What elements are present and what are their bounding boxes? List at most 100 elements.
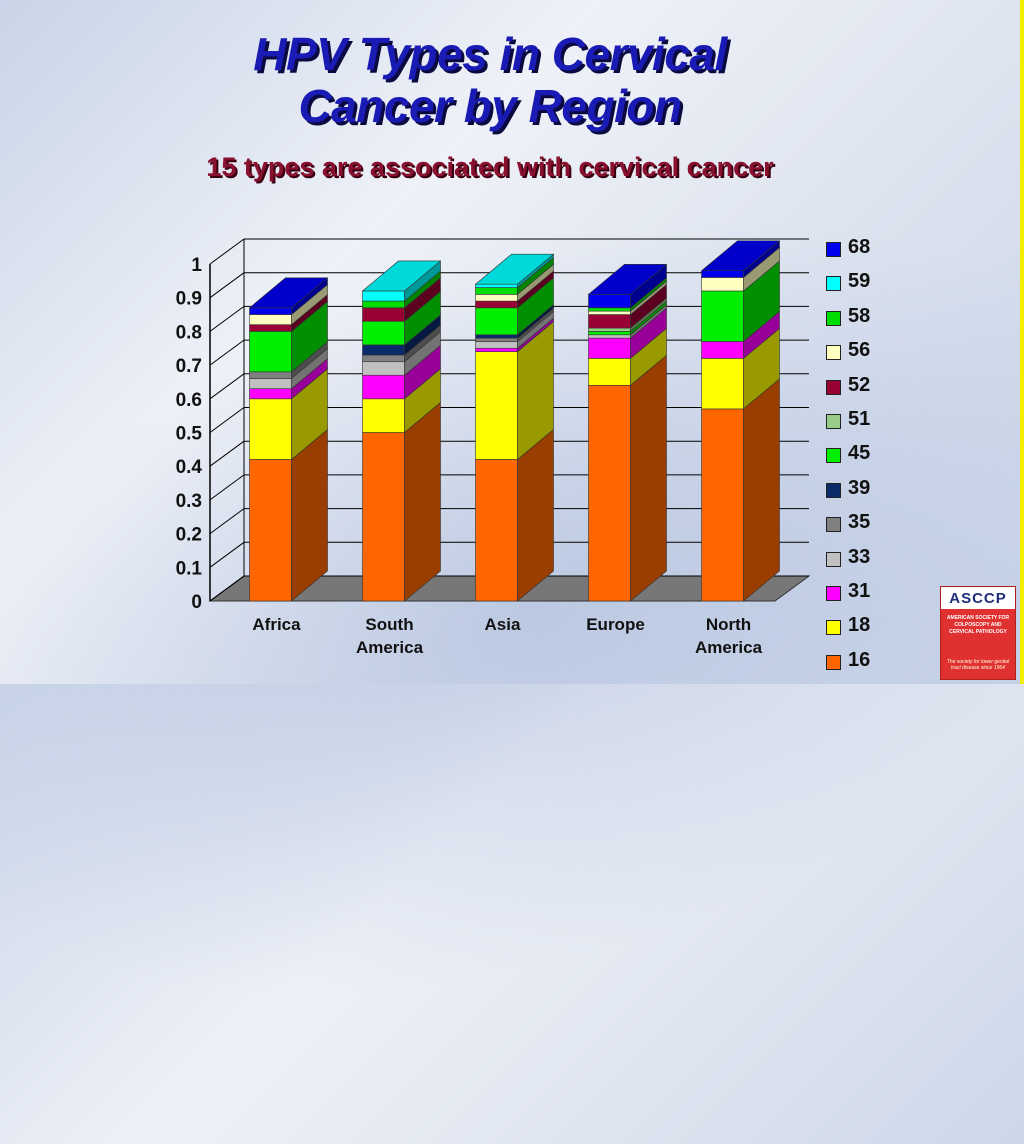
logo-header: ASCCP bbox=[941, 587, 1015, 609]
bar-segment-56 bbox=[588, 310, 631, 315]
bar-segment-58 bbox=[475, 287, 518, 295]
stacked-bar-chart: 0 0.1 0.2 0.3 0.4 0.5 0.6 0.7 0.8 0.9 1 Africa South… bbox=[176, 238, 811, 657]
bar-segment-18 bbox=[475, 351, 518, 460]
y-tick-label: 1 bbox=[191, 255, 202, 276]
legend-item: 52 bbox=[826, 374, 906, 404]
y-tick-label: 0.7 bbox=[176, 356, 202, 377]
y-tick-label: 0.3 bbox=[176, 491, 202, 512]
y-tick-label: 0.5 bbox=[176, 424, 203, 445]
legend-swatch bbox=[826, 654, 841, 670]
legend-swatch bbox=[826, 586, 841, 601]
bar-segment-68 bbox=[588, 294, 631, 309]
legend-item: 45 bbox=[826, 442, 906, 472]
legend-item: 18 bbox=[826, 614, 906, 644]
gridline-side bbox=[209, 575, 245, 602]
legend-item: 16 bbox=[826, 649, 906, 679]
legend-item: 39 bbox=[826, 477, 906, 507]
legend-label: 45 bbox=[848, 442, 871, 465]
legend-label: 16 bbox=[848, 648, 871, 671]
legend-label: 33 bbox=[848, 545, 871, 568]
legend-swatch bbox=[826, 242, 841, 257]
y-tick-label: 0.1 bbox=[176, 558, 203, 579]
bar-segment-31 bbox=[475, 347, 518, 352]
bar-segment-59 bbox=[362, 290, 405, 302]
bar-segment-45 bbox=[588, 331, 631, 336]
legend-swatch bbox=[826, 448, 841, 464]
bar-segment-31 bbox=[362, 374, 405, 400]
bar-segment-16 bbox=[588, 385, 631, 602]
legend-swatch bbox=[826, 379, 841, 395]
legend-label: 39 bbox=[848, 476, 871, 499]
bar-segment-18 bbox=[249, 398, 292, 460]
bar-segment-31 bbox=[701, 341, 744, 359]
gridline-side bbox=[209, 407, 245, 433]
legend-label: 58 bbox=[848, 304, 871, 327]
x-tick-label: America bbox=[695, 638, 763, 657]
x-tick-label: North bbox=[706, 615, 751, 634]
bar-segment-35 bbox=[362, 354, 405, 363]
gridline-side bbox=[209, 272, 245, 299]
title-line-1: HPV Types in Cervical bbox=[253, 28, 727, 80]
legend-swatch bbox=[826, 482, 841, 498]
legend-swatch bbox=[826, 517, 841, 533]
bar-segment-16 bbox=[475, 459, 518, 602]
bar-segment-68 bbox=[249, 307, 292, 315]
legend-item: 58 bbox=[826, 305, 906, 335]
bar-segment-45 bbox=[701, 290, 744, 342]
bar-segment-33 bbox=[588, 334, 631, 339]
legend-label: 31 bbox=[848, 580, 871, 602]
right-edge-bar bbox=[1020, 0, 1024, 684]
legend-item: 51 bbox=[826, 408, 906, 438]
bar-segment-35 bbox=[475, 337, 518, 342]
y-tick-label: 0.2 bbox=[176, 525, 202, 546]
legend-label: 68 bbox=[848, 236, 871, 258]
bar-segment-33 bbox=[362, 361, 405, 376]
bar-segment-16 bbox=[249, 459, 292, 602]
y-tick-label: 0.9 bbox=[176, 289, 202, 310]
bar-segment-35 bbox=[249, 371, 292, 379]
legend-item: 59 bbox=[826, 270, 906, 300]
bar-segment-33 bbox=[249, 378, 292, 389]
bar-segment-16 bbox=[701, 408, 744, 602]
bar-segment-52 bbox=[588, 314, 631, 329]
chart-title: HPV Types in Cervical Cancer by Region bbox=[0, 28, 980, 132]
bar-segment-56 bbox=[475, 294, 518, 302]
bar-segment-39 bbox=[362, 344, 405, 356]
gridline-side bbox=[209, 305, 245, 332]
y-tick-label: 0 bbox=[191, 592, 202, 613]
gridline-side bbox=[209, 541, 245, 568]
bar-segment-58 bbox=[362, 300, 405, 309]
bar-segment-18 bbox=[588, 358, 631, 386]
logo-org-name: AMERICAN SOCIETY FOR COLPOSCOPY AND CERV… bbox=[946, 615, 1010, 635]
bar-segment-52 bbox=[249, 324, 292, 332]
ascp-logo: ASCCP AMERICAN SOCIETY FOR COLPOSCOPY AN… bbox=[940, 586, 1016, 680]
bar-segment-45 bbox=[362, 320, 405, 346]
bar-segment-58 bbox=[588, 307, 631, 312]
bar-segment-31 bbox=[588, 337, 631, 359]
legend-label: 56 bbox=[848, 339, 871, 362]
bar-segment-56 bbox=[701, 277, 744, 292]
title-line-2: Cancer by Region bbox=[298, 80, 682, 132]
chart-subtitle: 15 types are associated with cervical ca… bbox=[206, 152, 774, 182]
x-tick-label: Africa bbox=[252, 615, 301, 634]
legend-item: 31 bbox=[826, 580, 906, 610]
y-tick-label: 0.4 bbox=[176, 457, 203, 478]
bar-segment-56 bbox=[249, 314, 292, 325]
bar-side-16 bbox=[743, 378, 780, 602]
legend-item: 33 bbox=[826, 546, 906, 576]
bar-segment-52 bbox=[475, 300, 518, 309]
y-tick-label: 0.8 bbox=[176, 322, 202, 343]
legend-swatch bbox=[826, 551, 841, 567]
bar-top bbox=[248, 277, 329, 309]
gridline-side bbox=[209, 373, 245, 400]
bar-top bbox=[700, 240, 781, 272]
legend-item: 68 bbox=[826, 236, 906, 266]
bar-segment-18 bbox=[362, 398, 405, 433]
bar-top bbox=[361, 260, 442, 292]
bar-top bbox=[587, 264, 668, 295]
legend-label: 35 bbox=[848, 511, 871, 534]
legend-swatch bbox=[826, 345, 841, 361]
legend-swatch bbox=[826, 620, 841, 636]
bar-segment-45 bbox=[475, 307, 518, 336]
bar-side-16 bbox=[404, 401, 441, 602]
